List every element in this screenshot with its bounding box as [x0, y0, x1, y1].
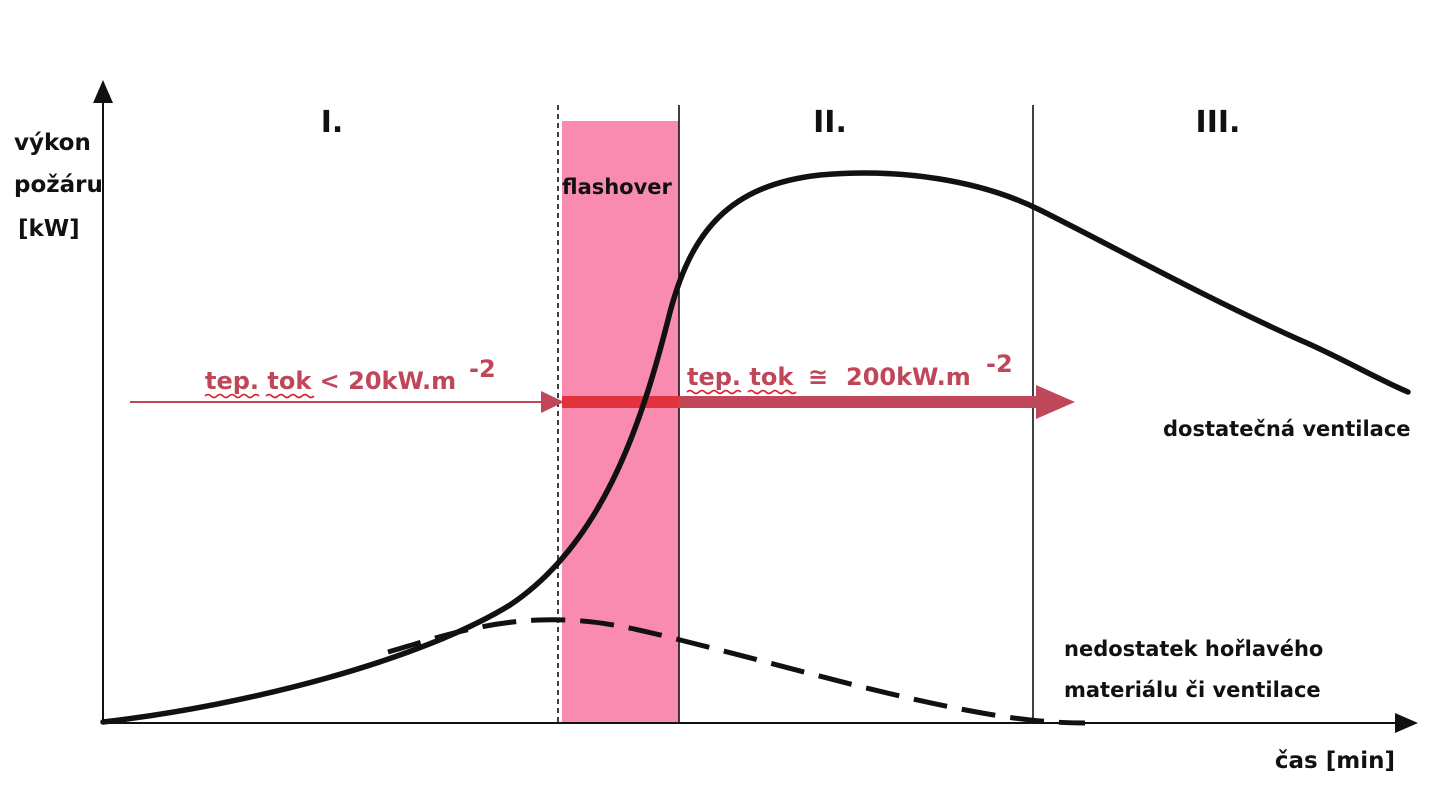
spellcheck-squiggle-tok-2	[747, 389, 797, 395]
flux-arrow-high-head	[1036, 385, 1075, 419]
flux-high-value: 200kW.m	[846, 363, 971, 391]
y-axis-arrowhead	[93, 80, 113, 103]
flux-low-label-sup: -2	[469, 355, 496, 383]
flux-low-label: tep. tok < 20kW.m	[205, 367, 456, 395]
phase-label-2: II.	[813, 105, 847, 140]
x-axis-arrowhead	[1395, 713, 1418, 733]
y-axis-label-line-3: [kW]	[18, 216, 80, 242]
phase-label-3: III.	[1196, 105, 1241, 140]
spellcheck-squiggle-tok-1	[265, 393, 315, 399]
label-sufficient-ventilation: dostatečná ventilace	[1163, 417, 1411, 441]
flux-arrow-high-shaft	[562, 396, 1040, 408]
label-lack-line-2: materiálu či ventilace	[1064, 678, 1321, 702]
flux-arrow-low-head	[541, 391, 564, 413]
flashover-label: flashover	[562, 175, 673, 199]
phase-label-1: I.	[321, 105, 344, 140]
y-axis-label-line-2: požáru	[14, 172, 103, 198]
spellcheck-squiggle-tep-1	[204, 393, 260, 399]
x-axis-label: čas [min]	[1275, 748, 1395, 774]
flux-arrow-high-overlap	[562, 396, 679, 408]
curve-lack-of-fuel-or-ventilation	[387, 617, 1086, 726]
flux-high-label-sup: -2	[986, 350, 1013, 378]
flux-high-approx: ≅	[808, 363, 828, 391]
label-lack-line-1: nedostatek hořlavého	[1064, 637, 1323, 661]
spellcheck-squiggle-tep-2	[686, 389, 742, 395]
flux-high-label: tep. tok	[687, 363, 794, 391]
flashover-zone	[562, 121, 679, 723]
y-axis-label-line-1: výkon	[14, 130, 91, 156]
